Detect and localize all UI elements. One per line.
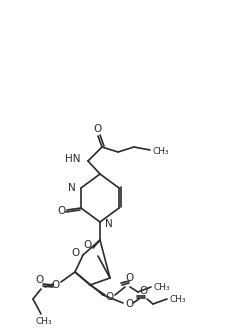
Text: O: O [94, 124, 102, 134]
Text: N: N [68, 183, 76, 193]
Text: CH₃: CH₃ [170, 295, 186, 304]
Text: O: O [125, 299, 133, 309]
Text: O: O [52, 280, 60, 290]
Text: O: O [72, 248, 80, 258]
Text: O: O [58, 206, 66, 216]
Text: CH₃: CH₃ [36, 318, 52, 327]
Text: O: O [106, 292, 114, 302]
Text: CH₃: CH₃ [153, 148, 169, 157]
Text: O: O [139, 286, 147, 296]
Text: N: N [105, 219, 113, 229]
Text: O: O [83, 240, 91, 250]
Text: CH₃: CH₃ [154, 283, 170, 292]
Text: O: O [125, 273, 133, 283]
Text: O: O [36, 275, 44, 285]
Text: HN: HN [65, 154, 81, 164]
